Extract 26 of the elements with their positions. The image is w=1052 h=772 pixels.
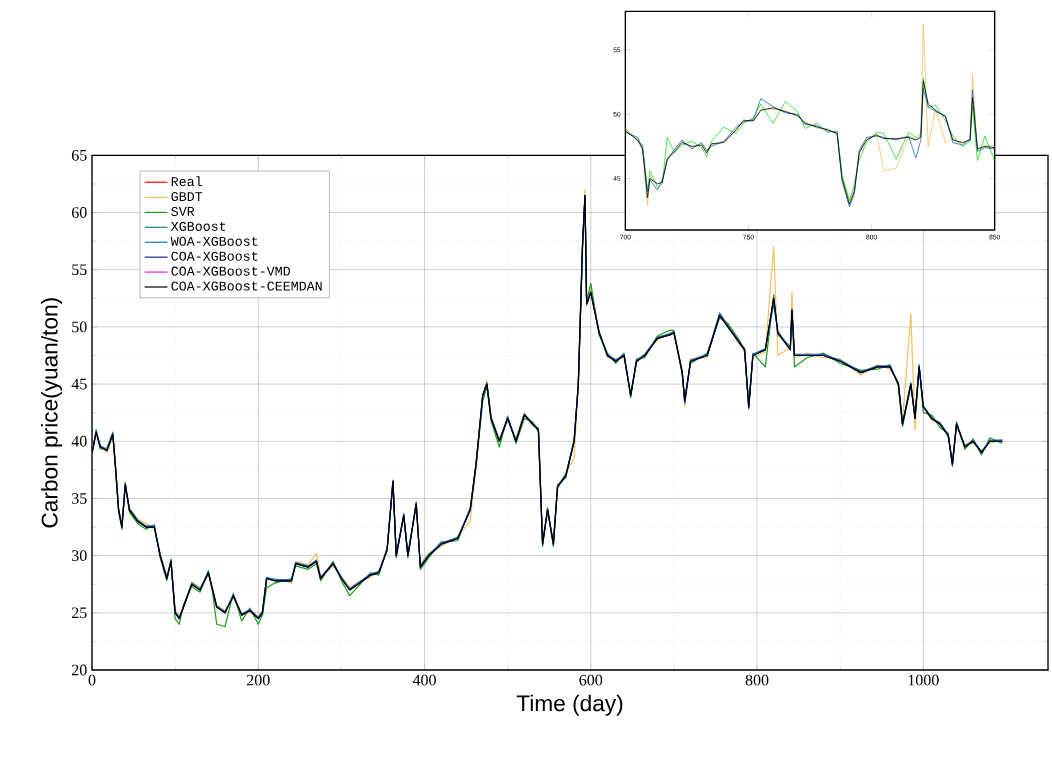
legend-label: COA-XGBoost-CEEMDAN [171, 281, 322, 291]
y-tick-label: 45 [71, 378, 87, 390]
y-tick-label: 30 [72, 550, 87, 562]
legend-label: WOA-XGBoost [170, 236, 258, 246]
y-tick-label: 20 [72, 664, 87, 676]
y-tick-label: 60 [71, 207, 87, 218]
x-tick-label: 0 [88, 674, 96, 686]
y-tick-label: 40 [71, 435, 87, 447]
y-tick-label: 35 [72, 493, 87, 504]
y-tick-label: 25 [72, 607, 87, 619]
legend-label: Real [171, 176, 202, 187]
legend-label: SVR [171, 206, 195, 216]
legend-label: GBDT [171, 192, 203, 202]
x-tick-label: 1000 [908, 674, 939, 686]
y-tick-label: 65 [71, 149, 87, 161]
x-tick-label: 400 [412, 674, 436, 686]
x-tick-label: 200 [246, 674, 270, 686]
x-axis-title: Time (day) [516, 694, 623, 716]
y-axis-title: Carbon price(yuan/ton) [41, 298, 63, 528]
y-tick-label: 50 [72, 321, 87, 333]
legend-label: COA-XGBoost [171, 251, 258, 261]
y-tick-label: 55 [72, 264, 87, 276]
x-tick-label: 800 [745, 674, 769, 686]
legend-label: XGBoost [170, 221, 226, 231]
x-tick-label: 600 [579, 674, 603, 686]
legend-label: COA-XGBoost-VMD [171, 266, 291, 276]
